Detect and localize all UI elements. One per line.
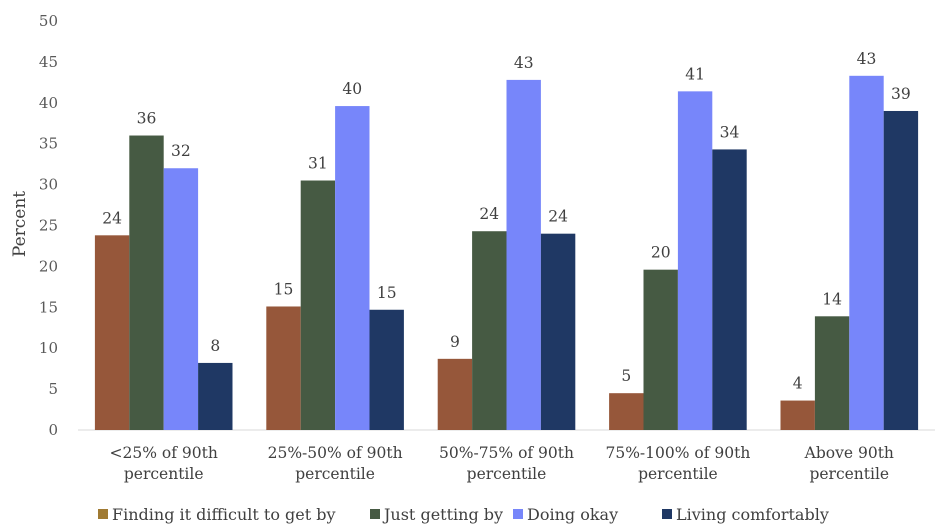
data-label: 43 <box>857 50 877 68</box>
data-label: 9 <box>450 333 460 351</box>
legend: Finding it difficult to get by Just getti… <box>98 505 829 524</box>
data-label: 32 <box>171 142 191 160</box>
y-tick-label: 45 <box>39 53 58 71</box>
data-label: 20 <box>651 244 671 262</box>
bar <box>266 306 301 430</box>
bar <box>712 149 747 430</box>
data-label: 24 <box>479 205 499 223</box>
data-label: 36 <box>137 110 157 128</box>
y-tick-label: 40 <box>39 94 58 112</box>
data-label: 43 <box>514 54 534 72</box>
legend-item: Living comfortably <box>662 505 829 524</box>
y-tick-label: 0 <box>48 421 58 439</box>
category-label: <25% of 90th percentile <box>110 444 218 483</box>
legend-label: Just getting by <box>382 505 503 524</box>
bar <box>814 316 850 430</box>
y-tick-label: 5 <box>48 380 58 398</box>
data-label: 15 <box>377 284 397 302</box>
bar <box>506 79 541 431</box>
bar <box>163 168 199 431</box>
data-label: 14 <box>822 290 842 308</box>
data-label: 8 <box>210 337 220 355</box>
data-label: 31 <box>308 155 328 173</box>
data-label: 34 <box>720 123 740 141</box>
y-tick-label: 10 <box>39 339 58 357</box>
y-tick-label: 20 <box>39 257 58 275</box>
bar <box>129 135 164 430</box>
bar <box>609 393 644 430</box>
bar <box>780 400 815 430</box>
category-label: 75%-100% of 90th percentile <box>605 444 750 483</box>
y-tick-label: 25 <box>39 217 58 235</box>
y-axis: 0 5 10 15 20 25 30 35 40 45 50 <box>39 12 58 439</box>
legend-swatch <box>662 509 672 519</box>
data-labels: 24 15 9 5 4 36 31 24 20 14 32 40 43 41 43 8 15 24 34 39 <box>102 50 911 393</box>
legend-label: Finding it difficult to get by <box>112 505 336 524</box>
bar <box>643 269 678 430</box>
y-axis-title: Percent <box>10 191 30 257</box>
y-tick-label: 15 <box>39 298 58 316</box>
bar <box>369 309 404 430</box>
data-label: 39 <box>891 85 911 103</box>
bar <box>883 110 919 430</box>
legend-item: Finding it difficult to get by <box>98 505 336 524</box>
data-label: 40 <box>342 80 362 98</box>
legend-label: Living comfortably <box>676 505 829 524</box>
legend-item: Doing okay <box>513 505 618 524</box>
data-label: 24 <box>548 208 568 226</box>
category-label: 25%-50% of 90th percentile <box>268 444 403 483</box>
legend-swatch <box>98 509 108 519</box>
bar <box>335 106 370 431</box>
bar <box>849 75 884 430</box>
y-tick-label: 30 <box>39 176 58 194</box>
data-label: 4 <box>793 375 803 393</box>
data-label: 24 <box>102 209 122 227</box>
data-label: 41 <box>685 65 705 83</box>
bar <box>300 180 336 430</box>
bars <box>94 75 919 431</box>
data-label: 5 <box>621 367 631 385</box>
bar <box>198 362 233 430</box>
bar <box>472 231 507 430</box>
y-tick-label: 35 <box>39 135 58 153</box>
bar <box>540 233 576 430</box>
bar <box>94 235 130 430</box>
bar <box>677 91 713 431</box>
legend-label: Doing okay <box>527 505 618 524</box>
legend-swatch <box>513 509 523 519</box>
bar <box>437 358 473 430</box>
category-label: Above 90th percentile <box>804 444 894 483</box>
legend-item: Just getting by <box>370 505 503 524</box>
x-axis: <25% of 90th percentile 25%-50% of 90th per… <box>110 444 894 483</box>
legend-swatch <box>370 509 380 519</box>
y-tick-label: 50 <box>39 12 58 30</box>
category-label: 50%-75% of 90th percentile <box>439 444 574 483</box>
data-label: 15 <box>274 280 294 298</box>
